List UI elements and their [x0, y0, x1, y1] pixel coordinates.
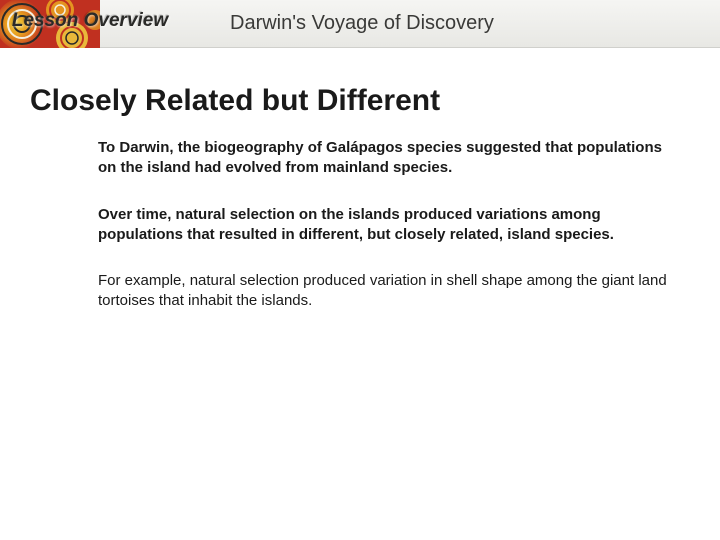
slide-header: Lesson Overview Darwin's Voyage of Disco…: [0, 0, 720, 48]
paragraph: To Darwin, the biogeography of Galápagos…: [98, 138, 680, 179]
body-content: To Darwin, the biogeography of Galápagos…: [98, 138, 680, 312]
paragraph: For example, natural selection produced …: [98, 271, 680, 312]
paragraph: Over time, natural selection on the isla…: [98, 205, 680, 246]
section-title: Closely Related but Different: [30, 84, 720, 118]
lesson-overview-label: Lesson Overview: [0, 10, 180, 32]
chapter-title: Darwin's Voyage of Discovery: [230, 12, 494, 35]
